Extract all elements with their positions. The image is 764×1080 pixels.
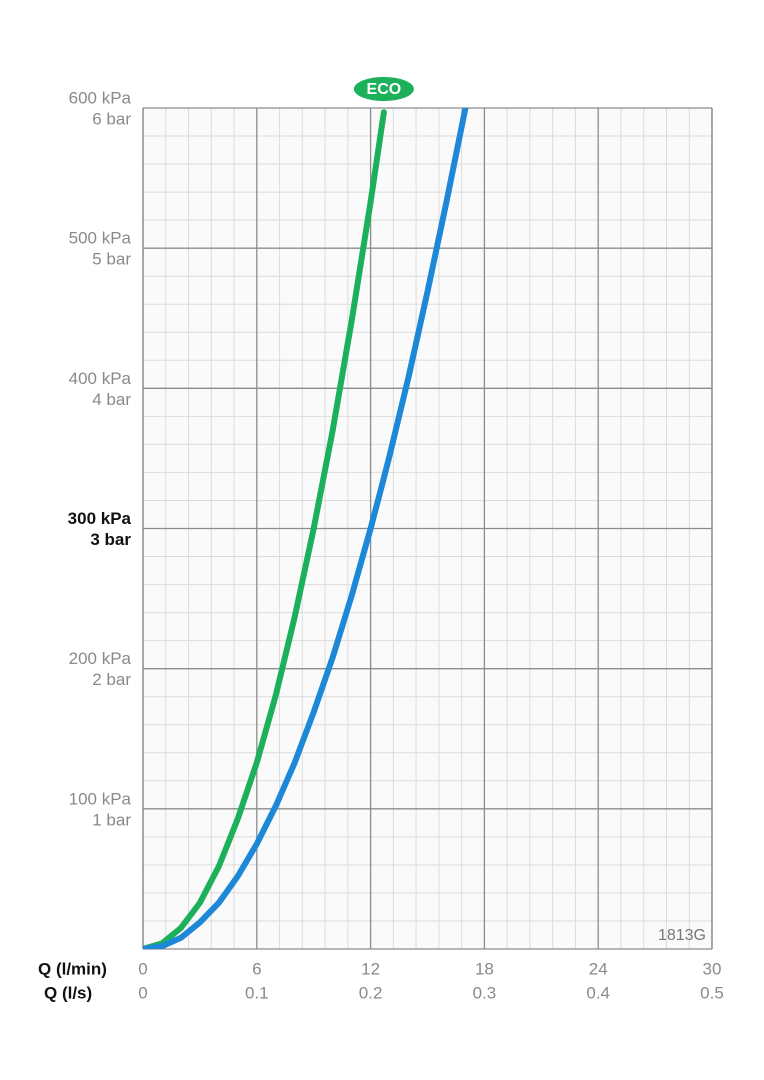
x-tick-label: 6 <box>252 959 261 978</box>
x-tick-label: 24 <box>589 959 608 978</box>
x-tick-label: 18 <box>475 959 494 978</box>
y-tick-label: 500 kPa <box>69 229 132 248</box>
x-tick-label: 12 <box>361 959 380 978</box>
y-tick-bar-label: 5 bar <box>92 250 131 269</box>
labels: 0 6 12 18 24 30 0 0.1 0.2 0.3 0.4 0.5 100 kPa 1 bar 20… <box>68 77 724 1002</box>
y-tick-label: 100 kPa <box>69 789 132 808</box>
x-tick-label: 30 <box>703 959 722 978</box>
legend-label: ECO <box>367 81 402 98</box>
curves <box>143 108 469 949</box>
x2-tick-label: 0.1 <box>245 983 269 1002</box>
series-line <box>143 108 469 949</box>
y-tick-bar-label: 1 bar <box>92 810 131 829</box>
y-tick-label: 600 kPa <box>69 88 132 107</box>
y-tick-bar-label: 4 bar <box>92 390 131 409</box>
x2-tick-label: 0.2 <box>359 983 383 1002</box>
x2-tick-label: 0.4 <box>586 983 610 1002</box>
grid <box>142 107 713 950</box>
x2-tick-label: 0.5 <box>700 983 724 1002</box>
y-tick-label: 200 kPa <box>69 649 132 668</box>
y-tick-label: 400 kPa <box>69 369 132 388</box>
y-tick-bar-label: 6 bar <box>92 109 131 128</box>
x-axis-label: Q (l/min) <box>38 959 107 978</box>
code-label: 1813G <box>658 927 706 944</box>
x2-tick-label: 0.3 <box>473 983 497 1002</box>
x2-axis-label: Q (l/s) <box>44 983 92 1002</box>
y-tick-label: 300 kPa <box>68 509 132 528</box>
x-tick-label: 0 <box>138 959 147 978</box>
y-tick-bar-label: 2 bar <box>92 670 131 689</box>
legend-badge <box>353 77 414 101</box>
y-tick-bar-label: 3 bar <box>90 530 131 549</box>
series-line <box>143 109 387 949</box>
x2-tick-label: 0 <box>138 983 147 1002</box>
